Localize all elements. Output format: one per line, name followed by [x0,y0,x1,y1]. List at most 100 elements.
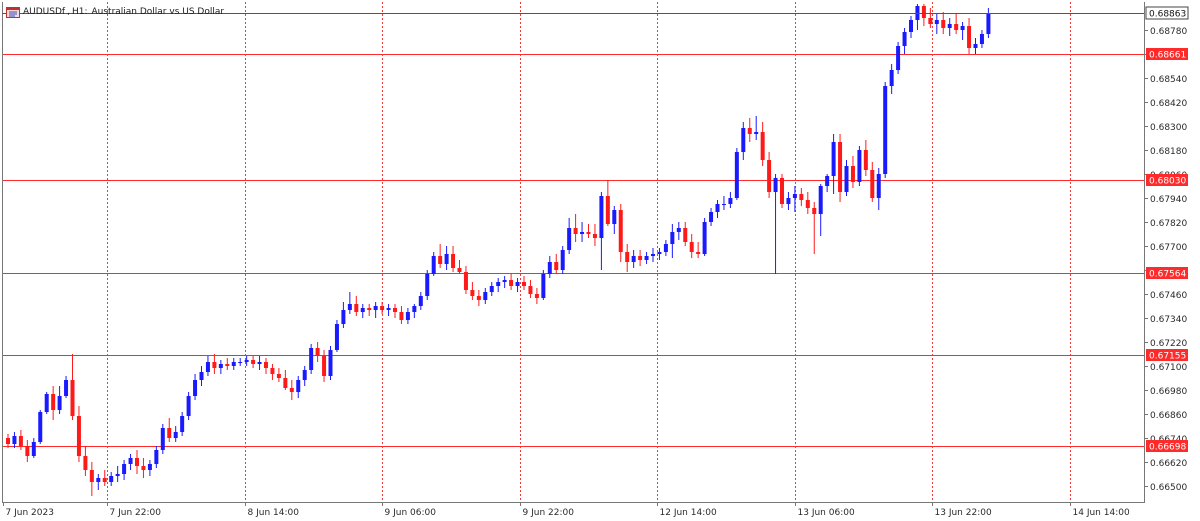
candle [625,244,630,272]
candle [767,152,772,198]
candle [683,222,688,246]
price-tick-label: 0.67940 [1150,195,1187,205]
candle-body [296,380,301,392]
candle [863,140,868,176]
candle [967,18,972,54]
time-tick-label: 7 Jun 22:00 [110,508,162,518]
candle [393,304,397,318]
candle [592,224,597,246]
candle [773,174,778,274]
candle [489,282,494,296]
candle [405,308,410,324]
price-tick-label: 0.68300 [1150,123,1187,133]
symbol-description: Australian Dollar vs US Dollar [91,7,225,17]
candle-body [476,296,481,300]
candle-body [38,412,43,442]
candle-body [676,228,681,232]
candle-body [728,198,733,204]
candle-body [218,364,223,368]
candle-body [199,372,204,380]
candle [167,418,172,442]
price-tick-label: 0.67820 [1150,219,1187,229]
candle-body [612,210,617,224]
candle [934,14,939,34]
candle [289,380,294,400]
candle [754,116,759,140]
candle [799,188,804,206]
candle-body [734,152,739,198]
candle [644,252,649,264]
candle [902,28,907,54]
candle-body [792,194,797,198]
candle-body [941,20,946,28]
candle-body [625,252,630,262]
candle-body [141,466,146,470]
level-price-tag [1146,349,1188,361]
candle-body [631,256,636,262]
candle-body [205,362,210,372]
candle [734,148,739,200]
price-tick-label: 0.66620 [1150,459,1187,469]
candle [689,234,694,258]
price-tick-label: 0.67700 [1150,243,1187,253]
candle [418,292,423,310]
candle-body [767,160,772,192]
candle-body [496,282,501,286]
level-price-tag-label: 0.68030 [1149,177,1186,187]
price-tick-label: 0.68420 [1150,99,1187,109]
candle [780,174,784,208]
candle-body [393,308,397,312]
candle-body [399,312,404,320]
candle-body [689,242,694,252]
candle-body [167,428,172,438]
candle [541,270,546,300]
candle-body [96,478,101,482]
candle [31,438,36,458]
candle [502,276,507,288]
candle-body [967,26,972,48]
candle-body [786,198,791,204]
candle-body [18,436,23,446]
candle [431,252,436,276]
candle [844,160,849,196]
candle-body [870,170,875,198]
candle-body [154,450,159,464]
candle-body [373,306,378,310]
time-tick-label: 12 Jun 14:00 [660,508,717,518]
candle-body [12,436,17,444]
candle-body [270,368,275,374]
candle [921,4,926,26]
candle [463,266,468,294]
candle [702,218,707,256]
candle-body [354,304,359,312]
candle [231,358,236,370]
candle [322,350,327,382]
candle [883,82,888,178]
candle [870,162,875,202]
candle-body [960,26,965,30]
candle [115,466,120,482]
candle [838,134,843,202]
candle-body [799,194,804,200]
candle-body [289,388,294,392]
candle [509,274,514,290]
candle [476,290,481,306]
candle-body [225,364,230,366]
candle [483,288,488,304]
candle [638,250,643,266]
candle-body [6,438,10,444]
candle [25,440,30,462]
candle-body [747,128,752,134]
candle [354,296,359,316]
candle [909,16,913,38]
candle-body [547,262,552,274]
candle-body [431,256,436,274]
candle [251,356,256,368]
time-tick-label: 7 Jun 2023 [6,508,54,518]
candle-body [605,196,610,224]
candle [147,460,152,476]
candle-body [863,150,868,170]
candle-body [509,280,514,286]
